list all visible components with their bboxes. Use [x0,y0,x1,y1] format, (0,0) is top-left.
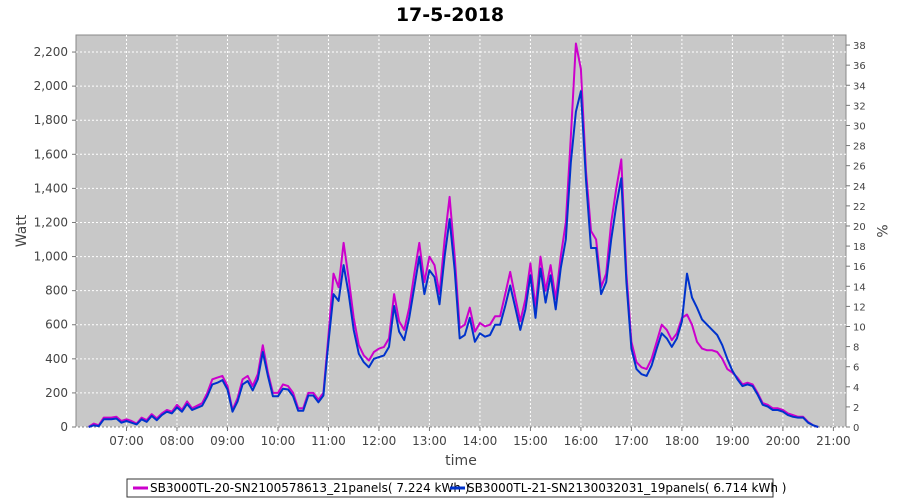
legend: SB3000TL-20-SN2100578613_21panels( 7.224… [126,478,786,498]
x-tick-label-11: 18:00 [665,434,700,448]
x-tick-label-6: 13:00 [412,434,447,448]
grid-lines [76,35,846,428]
y-tick-label-3: 600 [45,318,68,332]
y-tick-label-0: 0 [60,420,68,434]
x-axis-label: time [445,453,477,469]
x-tick-label-7: 14:00 [463,434,498,448]
series-layer [88,42,819,428]
y2-tick-label-12: 24 [853,182,866,193]
y2-tick-label-10: 20 [853,222,866,233]
x-tick-label-14: 21:00 [816,434,851,448]
legend-label-2: SB3000TL-21-SN2130032031_19panels( 6.714… [467,481,786,495]
y2-tick-label-11: 22 [853,202,866,213]
y2-tick-label-1: 2 [853,403,859,414]
y-tick-label-6: 1,200 [34,215,68,229]
plot-area [75,34,847,428]
y-tick-label-4: 800 [45,284,68,298]
y2-tick-label-14: 28 [853,142,866,153]
y2-tick-label-15: 30 [853,121,866,132]
x-tick-label-1: 08:00 [160,434,195,448]
y2-tick-label-6: 12 [853,302,866,313]
x-tick-label-12: 19:00 [715,434,750,448]
y-tick-label-2: 400 [45,352,68,366]
x-tick-label-10: 17:00 [614,434,649,448]
y2-tick-label-16: 32 [853,101,866,112]
y2-tick-label-13: 26 [853,162,866,173]
y-tick-label-9: 1,800 [34,113,68,127]
y-axis-label: Watt [14,214,30,247]
y-tick-label-8: 1,600 [34,147,68,161]
x-tick-label-9: 16:00 [564,434,599,448]
x-tick-label-4: 11:00 [311,434,346,448]
x-tick-label-8: 15:00 [513,434,548,448]
y2-tick-label-19: 38 [853,41,866,52]
y2-tick-label-5: 10 [853,322,866,333]
y2-tick-label-3: 6 [853,363,859,374]
y2-tick-label-2: 4 [853,383,859,394]
x-tick-label-0: 07:00 [109,434,144,448]
x-tick-label-13: 20:00 [766,434,801,448]
y2-tick-label-7: 14 [853,282,866,293]
y2-axis-label: % [873,224,889,237]
y-tick-label-11: 2,200 [34,45,68,59]
x-tick-label-2: 09:00 [210,434,245,448]
legend-label-1: SB3000TL-20-SN2100578613_21panels( 7.224… [150,481,469,495]
x-tick-label-3: 10:00 [261,434,296,448]
x-tick-label-5: 12:00 [362,434,397,448]
y2-tick-label-0: 0 [853,423,859,434]
y2-tick-label-4: 8 [853,343,859,354]
y-tick-label-1: 200 [45,386,68,400]
y2-tick-label-17: 34 [853,81,866,92]
y-tick-label-5: 1,000 [34,250,68,264]
chart-title: 17-5-2018 [396,4,504,26]
axes: 07:00 08:00 09:00 10:00 11:00 12:00 13:00 14:00… [34,41,866,448]
y2-tick-label-8: 16 [853,262,866,273]
y2-tick-label-9: 18 [853,242,866,253]
y2-tick-label-18: 36 [853,61,866,72]
y-tick-label-7: 1,400 [34,181,68,195]
series-line-2 [88,90,819,428]
y-tick-label-10: 2,000 [34,79,68,93]
